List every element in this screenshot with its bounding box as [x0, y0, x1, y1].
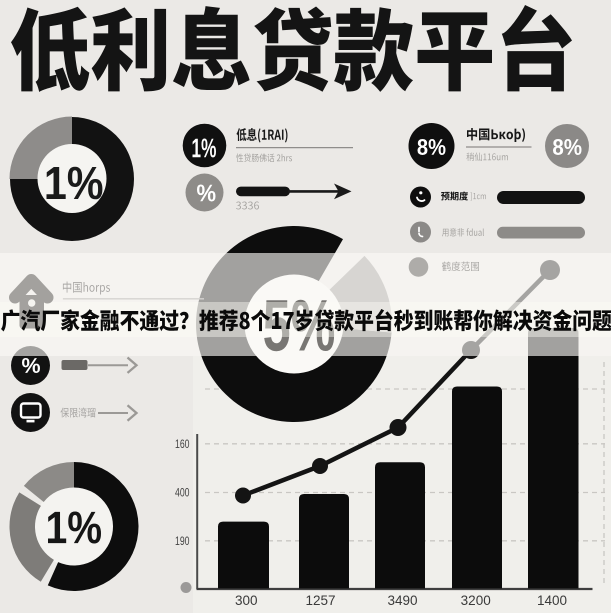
svg-text:3200: 3200: [461, 593, 491, 608]
svg-text:3490: 3490: [387, 593, 417, 608]
svg-text:300: 300: [235, 593, 258, 608]
svg-text:400: 400: [175, 488, 190, 500]
svg-text:1257: 1257: [305, 593, 335, 608]
svg-text:1400: 1400: [537, 593, 567, 608]
svg-text:160: 160: [175, 439, 190, 451]
svg-text:190: 190: [175, 536, 190, 548]
